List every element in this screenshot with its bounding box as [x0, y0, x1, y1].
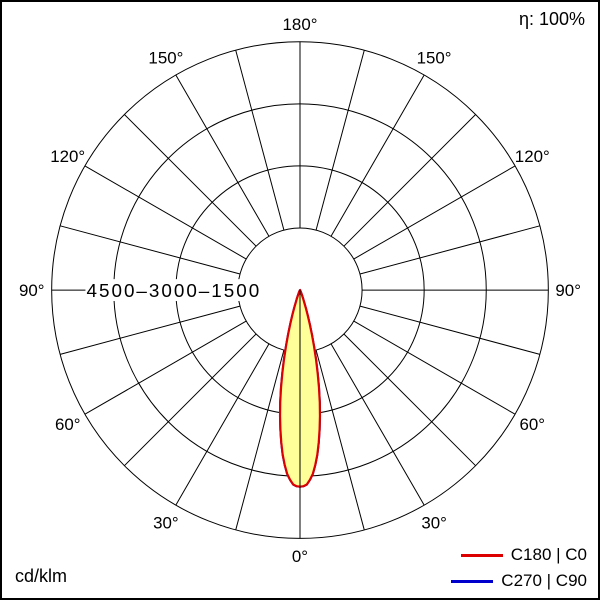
angle-label: 150° — [148, 49, 183, 68]
spoke-285-icon — [59, 305, 241, 355]
legend-item-c0: C180 | C0 — [451, 545, 587, 565]
spoke-150-icon — [330, 74, 425, 237]
spoke-210-icon — [175, 74, 270, 237]
spoke-330-icon — [175, 343, 270, 506]
radial-axis-label-bg — [85, 279, 263, 301]
spoke-75-icon — [359, 305, 541, 355]
legend-label-c90: C270 | C90 — [501, 571, 587, 590]
legend: C180 | C0 C270 | C90 — [451, 545, 587, 591]
spoke-60-icon — [353, 320, 516, 415]
angle-label: 180° — [283, 15, 318, 34]
angle-label: 30° — [421, 513, 447, 532]
spoke-135-icon — [343, 114, 476, 247]
spoke-165-icon — [315, 50, 365, 231]
spoke-45-icon — [343, 333, 476, 467]
angle-label: 60° — [55, 415, 81, 434]
legend-item-c90: C270 | C90 — [451, 571, 587, 591]
angle-label: 0° — [292, 547, 308, 566]
angle-label: 60° — [520, 415, 546, 434]
spoke-225-icon — [124, 114, 257, 247]
angle-label: 90° — [19, 281, 45, 300]
legend-label-c0: C180 | C0 — [510, 545, 587, 564]
spoke-15-icon — [315, 349, 365, 531]
spoke-120-icon — [353, 165, 516, 260]
spoke-345-icon — [235, 349, 285, 531]
angle-label: 120° — [50, 147, 85, 166]
spoke-105-icon — [359, 225, 541, 275]
angle-label: 30° — [153, 513, 179, 532]
angle-label: 150° — [417, 49, 452, 68]
legend-line-c0-icon — [460, 553, 503, 557]
spoke-300-icon — [84, 320, 247, 415]
spoke-255-icon — [59, 225, 241, 275]
efficiency-label: η: 100% — [518, 9, 585, 29]
spoke-30-icon — [330, 343, 425, 506]
angle-label: 120° — [515, 147, 550, 166]
unit-label: cd/klm — [15, 566, 68, 586]
spoke-315-icon — [124, 333, 257, 467]
angle-label: 90° — [555, 281, 581, 300]
spoke-240-icon — [84, 165, 247, 260]
radial-axis-label: 4500–3000–1500 — [87, 280, 262, 301]
spoke-195-icon — [235, 50, 285, 231]
legend-line-c90-icon — [451, 579, 494, 583]
